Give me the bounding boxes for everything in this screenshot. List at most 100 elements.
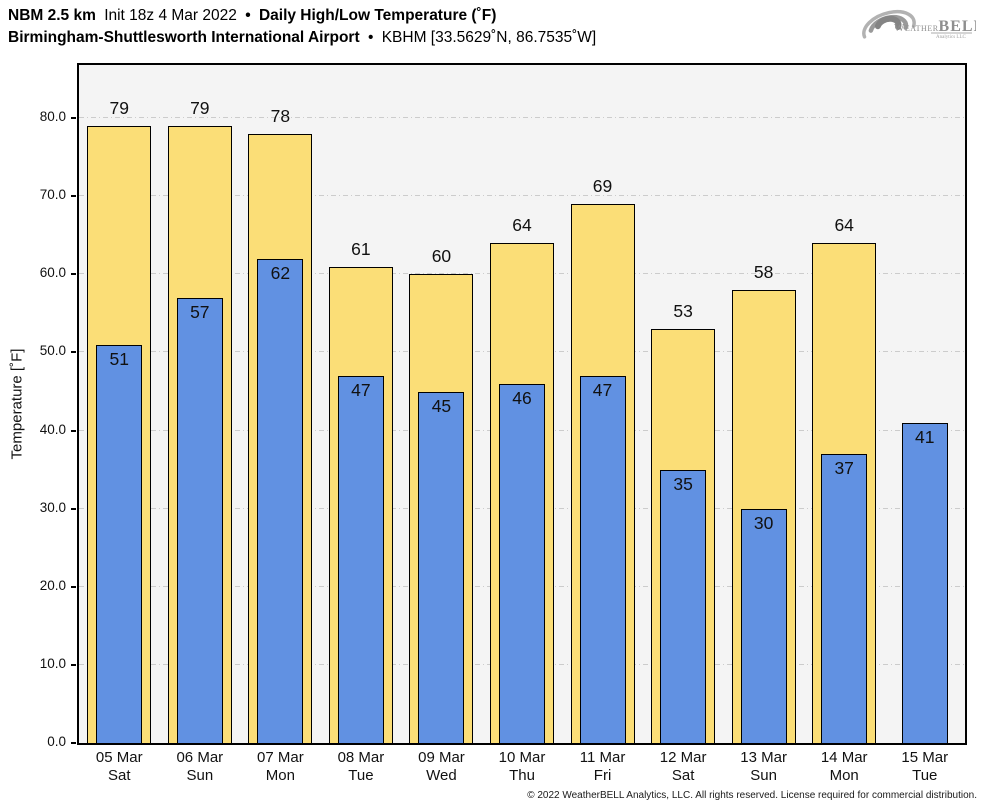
logo-sub-text: Analytics LLC: [936, 35, 967, 40]
x-tick-date: 07 Mar: [257, 749, 304, 766]
y-tick-mark: [71, 117, 76, 120]
y-tick-mark: [71, 195, 76, 198]
x-tick-label: 07 Mar Mon: [240, 749, 321, 785]
chart-header: NBM 2.5 km Init 18z 4 Mar 2022 • Daily H…: [8, 5, 596, 49]
x-tick-label: 10 Mar Thu: [482, 749, 563, 785]
separator-bullet: •: [367, 29, 374, 46]
x-tick-label: 14 Mar Mon: [804, 749, 885, 785]
y-tick-label: 10.0: [39, 655, 66, 671]
x-tick-day: Sat: [108, 767, 131, 784]
header-line-1: NBM 2.5 km Init 18z 4 Mar 2022 • Daily H…: [8, 5, 596, 27]
x-tick-date: 14 Mar: [820, 749, 868, 766]
station-name: Birmingham-Shuttlesworth International A…: [8, 29, 360, 46]
low-temp-bar: 41: [901, 422, 948, 743]
x-tick-day: Thu: [509, 767, 535, 784]
hurricane-swirl-icon: WeatherBELL Analytics LLC: [862, 10, 984, 40]
x-tick-date: 11 Mar: [579, 749, 626, 766]
y-tick-label: 20.0: [39, 577, 66, 593]
high-temp-label: 53: [673, 301, 693, 322]
separator-bullet: •: [245, 7, 251, 24]
metric-name: Daily High/Low Temperature (˚F): [258, 7, 497, 24]
y-tick-mark: [71, 429, 76, 432]
low-temp-label: 45: [431, 395, 452, 416]
svg-text:WeatherBELL: WeatherBELL: [894, 18, 976, 35]
bar-group-06-Mar: 79 57: [160, 65, 241, 743]
bar-group-11-Mar: 69 47: [562, 65, 643, 743]
plot-area: 79 51 79 57 78 62 61 47 60 45 64 46 69 47 53 35 58 30 64 37…: [77, 63, 967, 745]
x-tick-day: Fri: [593, 767, 612, 784]
bar-group-08-Mar: 61 47: [321, 65, 402, 743]
x-tick-date: 10 Mar: [498, 749, 546, 766]
x-tick-day: Tue: [348, 767, 374, 784]
low-temp-label: 57: [190, 301, 210, 322]
x-tick-label: 05 Mar Sat: [79, 749, 160, 785]
bar-group-09-Mar: 60 45: [401, 65, 482, 743]
x-tick-label: 15 Mar Tue: [884, 749, 965, 785]
low-temp-bar: 51: [96, 344, 143, 743]
bar-group-10-Mar: 64 46: [482, 65, 563, 743]
low-temp-bar: 46: [498, 383, 545, 743]
y-tick-mark: [71, 742, 76, 744]
logo-weather-text: Weather: [894, 22, 939, 34]
y-tick-mark: [71, 351, 76, 354]
high-temp-label: 60: [431, 246, 452, 267]
bar-group-15-Mar: 41: [884, 65, 965, 743]
y-tick-label: 0.0: [47, 734, 66, 749]
x-tick-label: 06 Mar Sun: [160, 749, 241, 785]
y-tick-label: 30.0: [39, 499, 66, 515]
x-axis: 05 Mar Sat 06 Mar Sun 07 Mar Mon 08 Mar Tue 09 M…: [79, 749, 965, 785]
bar-group-14-Mar: 64 37: [804, 65, 885, 743]
low-temp-bar: 35: [660, 469, 707, 743]
low-temp-bar: 57: [176, 297, 223, 743]
x-tick-day: Tue: [912, 767, 938, 784]
low-temp-bar: 47: [579, 375, 626, 743]
x-tick-day: Wed: [426, 767, 457, 784]
copyright-text: © 2022 WeatherBELL Analytics, LLC. All r…: [527, 790, 977, 801]
x-tick-date: 09 Mar: [418, 749, 465, 766]
low-temp-bar: 37: [821, 454, 868, 743]
low-temp-label: 62: [270, 262, 291, 283]
high-temp-label: 61: [351, 238, 371, 259]
high-temp-label: 79: [109, 97, 129, 118]
x-tick-day: Sat: [671, 767, 695, 784]
x-tick-date: 06 Mar: [176, 749, 224, 766]
bar-group-13-Mar: 58 30: [723, 65, 804, 743]
low-temp-label: 47: [592, 379, 613, 400]
high-temp-label: 79: [190, 97, 210, 118]
header-line-2: Birmingham-Shuttlesworth International A…: [8, 27, 596, 49]
low-temp-label: 35: [673, 473, 693, 494]
x-tick-label: 13 Mar Sun: [723, 749, 804, 785]
high-temp-label: 69: [592, 176, 613, 197]
x-tick-day: Mon: [829, 767, 859, 784]
bar-group-12-Mar: 53 35: [643, 65, 724, 743]
x-tick-date: 12 Mar: [659, 749, 707, 766]
bar-series: 79 51 79 57 78 62 61 47 60 45 64 46 69 47 53 35 58 30 64 37…: [79, 65, 965, 743]
y-tick-mark: [71, 273, 76, 276]
y-tick-label: 70.0: [39, 187, 66, 203]
x-tick-date: 05 Mar: [95, 749, 143, 766]
x-tick-date: 08 Mar: [337, 749, 385, 766]
y-tick-mark: [71, 585, 76, 588]
y-tick-label: 60.0: [39, 265, 66, 281]
low-temp-bar: 47: [337, 375, 384, 743]
high-temp-label: 64: [834, 215, 854, 236]
low-temp-label: 47: [351, 379, 371, 400]
x-tick-day: Sun: [750, 767, 777, 784]
y-tick-label: 40.0: [39, 421, 66, 437]
y-tick-label: 80.0: [39, 109, 66, 125]
low-temp-label: 30: [753, 512, 774, 533]
high-temp-label: 58: [753, 261, 774, 282]
weatherbell-logo: WeatherBELL Analytics LLC: [858, 3, 984, 49]
low-temp-label: 41: [914, 426, 935, 447]
station-id-coordinates: KBHM [33.5629˚N, 86.7535˚W]: [381, 29, 597, 46]
low-temp-bar: 30: [740, 508, 787, 743]
x-tick-label: 09 Mar Wed: [401, 749, 482, 785]
y-tick-mark: [71, 663, 76, 666]
x-tick-date: 15 Mar: [901, 749, 949, 766]
x-tick-label: 12 Mar Sat: [643, 749, 724, 785]
gridline-80: [79, 117, 965, 119]
y-tick-label: 50.0: [39, 343, 66, 359]
x-tick-date: 13 Mar: [740, 749, 787, 766]
x-tick-day: Sun: [186, 767, 214, 784]
high-temp-label: 64: [512, 215, 532, 236]
